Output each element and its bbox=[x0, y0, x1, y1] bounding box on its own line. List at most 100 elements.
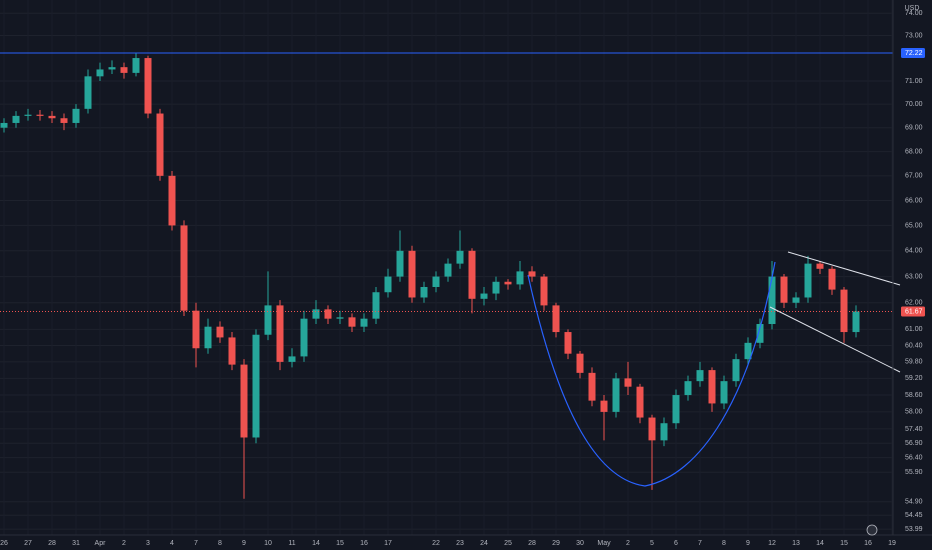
logo bbox=[866, 524, 878, 536]
price-tag-label: 72.22 bbox=[905, 50, 923, 57]
candle-body bbox=[264, 305, 272, 335]
candle-body bbox=[204, 326, 212, 349]
candle-body bbox=[756, 324, 764, 343]
candle-body bbox=[612, 378, 620, 412]
channel-bottom bbox=[769, 306, 901, 373]
candle-body bbox=[0, 122, 8, 128]
y-tick-label: 58.00 bbox=[905, 409, 923, 416]
y-tick-label: 56.40 bbox=[905, 455, 923, 462]
candle-body bbox=[720, 381, 728, 404]
candles bbox=[0, 52, 893, 499]
candle-body bbox=[396, 250, 404, 277]
x-tick-label: 31 bbox=[72, 540, 80, 547]
x-tick-label: 25 bbox=[504, 540, 512, 547]
candle-body bbox=[312, 309, 320, 319]
candle-body bbox=[144, 58, 152, 114]
candle-body bbox=[672, 395, 680, 424]
candle-body bbox=[636, 386, 644, 418]
candle-body bbox=[780, 276, 788, 303]
candle-body bbox=[336, 317, 344, 319]
candle-body bbox=[648, 417, 656, 441]
x-tick-label: 3 bbox=[146, 540, 150, 547]
x-tick-label: 2 bbox=[626, 540, 630, 547]
y-tick-label: 54.90 bbox=[905, 499, 923, 506]
candle-body bbox=[564, 332, 572, 354]
y-tick-label: 58.60 bbox=[905, 392, 923, 399]
candle-body bbox=[576, 353, 584, 373]
x-tick-label: 5 bbox=[650, 540, 654, 547]
candle-body bbox=[324, 309, 332, 319]
y-tick-label: 53.99 bbox=[905, 526, 923, 533]
candle-body bbox=[48, 115, 56, 119]
y-tick-label: 74.00 bbox=[905, 10, 923, 17]
x-tick-label: 24 bbox=[480, 540, 488, 547]
x-tick-label: 17 bbox=[384, 540, 392, 547]
candle-body bbox=[192, 310, 200, 349]
candle-body bbox=[624, 378, 632, 387]
x-tick-label: 28 bbox=[48, 540, 56, 547]
x-tick-label: 12 bbox=[768, 540, 776, 547]
x-tick-label: 23 bbox=[456, 540, 464, 547]
x-tick-label: 28 bbox=[528, 540, 536, 547]
x-tick-label: 15 bbox=[336, 540, 344, 547]
x-tick-label: 30 bbox=[576, 540, 584, 547]
y-tick-label: 60.40 bbox=[905, 342, 923, 349]
candle-body bbox=[240, 364, 248, 438]
x-tick-label: 6 bbox=[674, 540, 678, 547]
candle-body bbox=[72, 108, 80, 123]
candle-body bbox=[180, 225, 188, 311]
x-tick-label: 10 bbox=[264, 540, 272, 547]
x-tick-label: 15 bbox=[840, 540, 848, 547]
candle-body bbox=[696, 370, 704, 382]
x-tick-label: 13 bbox=[792, 540, 800, 547]
y-tick-label: 65.00 bbox=[905, 222, 923, 229]
candle-body bbox=[744, 342, 752, 360]
x-tick-label: 9 bbox=[242, 540, 246, 547]
candle-body bbox=[60, 118, 68, 123]
candle-body bbox=[516, 271, 524, 285]
candle-body bbox=[96, 69, 104, 77]
x-tick-label: 27 bbox=[24, 540, 32, 547]
candle-body bbox=[132, 58, 140, 73]
candle-body bbox=[216, 326, 224, 338]
y-tick-label: 59.80 bbox=[905, 359, 923, 366]
x-tick-label: 7 bbox=[698, 540, 702, 547]
y-tick-label: 66.00 bbox=[905, 197, 923, 204]
candle-body bbox=[768, 276, 776, 325]
y-tick-label: 70.00 bbox=[905, 101, 923, 108]
candle-body bbox=[456, 250, 464, 264]
y-tick-label: 57.40 bbox=[905, 426, 923, 433]
x-tick-label: 8 bbox=[722, 540, 726, 547]
x-tick-label: 16 bbox=[360, 540, 368, 547]
y-tick-label: 69.00 bbox=[905, 125, 923, 132]
x-tick-label: 26 bbox=[0, 540, 8, 547]
candle-body bbox=[708, 370, 716, 404]
y-tick-label: 61.00 bbox=[905, 326, 923, 333]
x-tick-label: 7 bbox=[194, 540, 198, 547]
candle-body bbox=[840, 289, 848, 333]
candle-body bbox=[816, 263, 824, 269]
candle-body bbox=[84, 76, 92, 109]
x-tick-label: 8 bbox=[218, 540, 222, 547]
candle-body bbox=[300, 318, 308, 357]
candle-body bbox=[12, 115, 20, 123]
candle-body bbox=[288, 356, 296, 362]
axes: 74.00 73.00 71.00 70.00 69.00 68.00 67.00 66.00… bbox=[0, 10, 925, 547]
y-tick-label: 67.00 bbox=[905, 173, 923, 180]
y-tick-label: 63.00 bbox=[905, 273, 923, 280]
candle-body bbox=[552, 305, 560, 333]
x-tick-label: 16 bbox=[864, 540, 872, 547]
price-tag bbox=[901, 306, 925, 317]
candle-body bbox=[120, 67, 128, 73]
candle-body bbox=[360, 318, 368, 327]
y-tick-label: 73.00 bbox=[905, 32, 923, 39]
price-tag-label: 61.67 bbox=[905, 308, 923, 315]
y-tick-label: 54.45 bbox=[905, 512, 923, 519]
candle-body bbox=[792, 297, 800, 303]
y-tick-label: 64.00 bbox=[905, 248, 923, 255]
candle-body bbox=[444, 263, 452, 277]
candle-body bbox=[24, 114, 32, 116]
candle-body bbox=[432, 276, 440, 287]
